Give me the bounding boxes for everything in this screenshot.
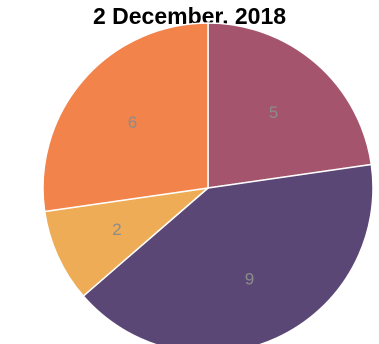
- pie-slice-label-2: 2: [112, 220, 121, 239]
- pie-slice-label-0: 5: [269, 103, 278, 122]
- pie-labels: 5 9 2 6: [112, 103, 278, 289]
- pie-slice-2: [43, 186, 211, 298]
- pie-slice-0: [207, 22, 373, 189]
- pie-slice-label-3: 6: [128, 113, 137, 132]
- pie-slice-label-1: 9: [245, 269, 254, 288]
- pie-slices: [42, 22, 374, 344]
- pie-slice-3: [42, 22, 209, 213]
- pie-slice-1: [82, 163, 374, 344]
